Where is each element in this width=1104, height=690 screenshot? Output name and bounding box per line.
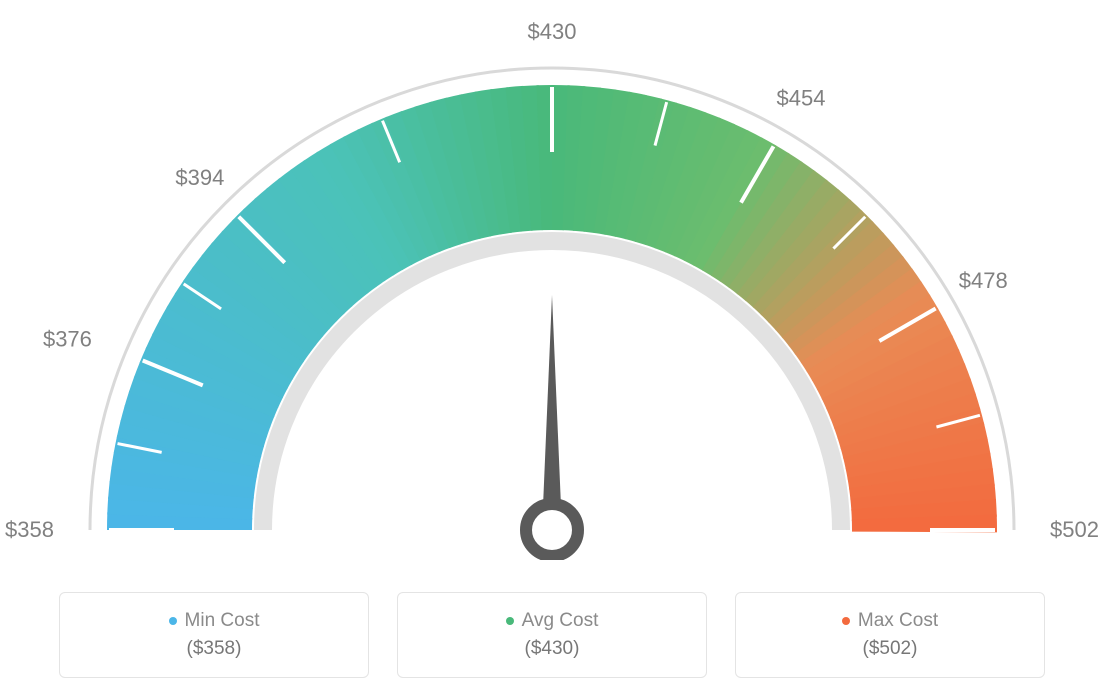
legend-label-min: Min Cost <box>185 610 260 632</box>
tick-label: $478 <box>959 268 1008 293</box>
legend-dot-min <box>169 617 177 625</box>
legend-row: Min Cost ($358) Avg Cost ($430) Max Cost… <box>0 580 1104 690</box>
legend-label-max: Max Cost <box>858 610 938 632</box>
legend-label-avg: Avg Cost <box>522 610 599 632</box>
tick-label: $394 <box>175 165 224 190</box>
legend-value-avg: ($430) <box>525 638 580 660</box>
cost-gauge: $358 $376 $394 $430 $454 $478 $502 <box>0 0 1104 560</box>
tick-label: $502 <box>1050 517 1099 542</box>
legend-value-max: ($502) <box>863 638 918 660</box>
legend-dot-max <box>842 617 850 625</box>
legend-card-avg: Avg Cost ($430) <box>397 592 707 678</box>
legend-dot-avg <box>506 617 514 625</box>
tick-label: $376 <box>43 326 92 351</box>
gauge-hub <box>526 504 578 556</box>
tick-label: $454 <box>777 86 826 111</box>
legend-card-min: Min Cost ($358) <box>59 592 369 678</box>
gauge-svg: $358 $376 $394 $430 $454 $478 $502 <box>0 0 1104 560</box>
tick-label: $430 <box>528 19 577 44</box>
legend-value-min: ($358) <box>187 638 242 660</box>
legend-card-max: Max Cost ($502) <box>735 592 1045 678</box>
tick-label: $358 <box>5 517 54 542</box>
